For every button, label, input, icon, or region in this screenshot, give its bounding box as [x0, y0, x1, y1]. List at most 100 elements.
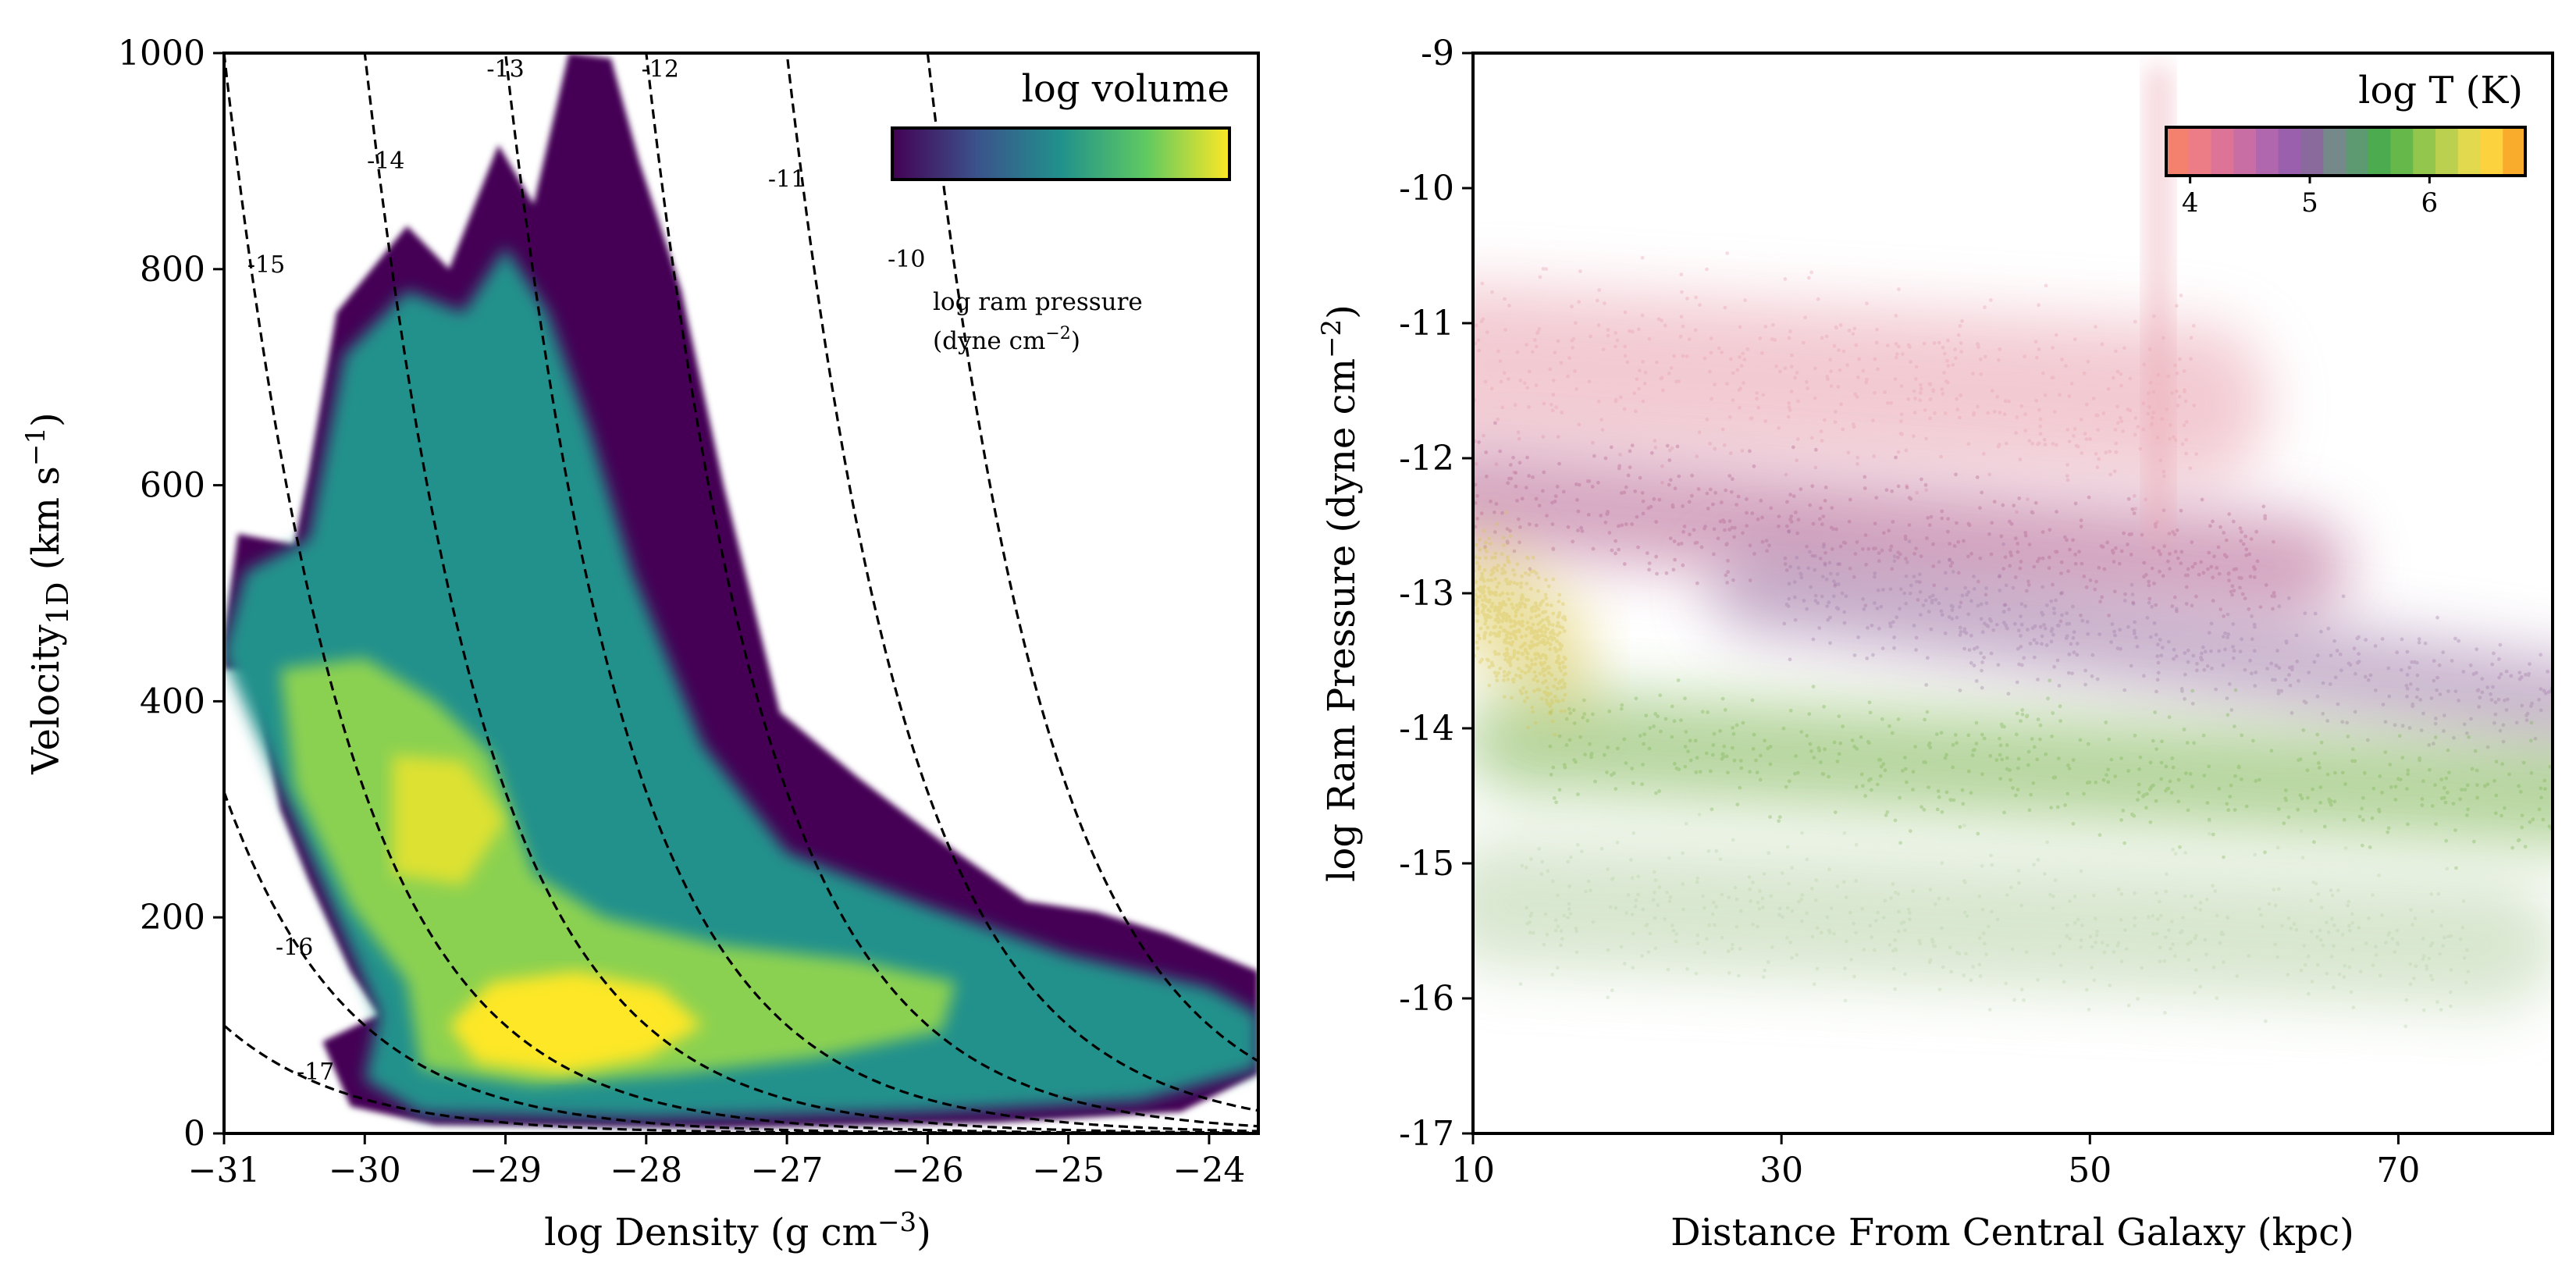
- scatter-point: [1576, 528, 1580, 532]
- scatter-point: [2491, 685, 2495, 689]
- scatter-point: [1640, 255, 1645, 260]
- scatter-point: [2147, 579, 2151, 584]
- scatter-point: [1970, 753, 1975, 757]
- scatter-point: [1560, 937, 1564, 941]
- scatter-point: [1515, 607, 1520, 612]
- scatter-point: [1624, 522, 1628, 526]
- scatter-point: [2154, 931, 2159, 936]
- scatter-point: [2178, 357, 2182, 361]
- scatter-point: [1510, 678, 1515, 681]
- scatter-point: [1545, 603, 1550, 607]
- scatter-point: [2542, 778, 2547, 783]
- scatter-point: [1873, 575, 1877, 579]
- scatter-point: [2236, 764, 2241, 769]
- scatter-point: [1720, 350, 1724, 354]
- scatter-point: [2292, 922, 2297, 926]
- scatter-point: [1532, 670, 1537, 674]
- scatter-point: [1475, 607, 1480, 611]
- scatter-point: [1652, 724, 1656, 728]
- scatter-point: [1518, 379, 1523, 382]
- scatter-point: [2010, 947, 2015, 952]
- scatter-point: [1668, 895, 1673, 899]
- scatter-point: [1637, 386, 1641, 391]
- scatter-point: [2453, 636, 2457, 641]
- scatter-point: [2275, 955, 2280, 959]
- scatter-point: [2156, 671, 2161, 675]
- scatter-point: [1863, 533, 1868, 537]
- scatter-point: [1837, 752, 1841, 756]
- colorbar-segment: [2413, 127, 2436, 176]
- scatter-point: [2383, 941, 2388, 945]
- scatter-point: [1965, 914, 1969, 918]
- scatter-point: [1743, 298, 1748, 303]
- scatter-point: [1963, 585, 1968, 590]
- scatter-point: [1825, 375, 1830, 379]
- scatter-point: [1607, 531, 1612, 535]
- scatter-point: [1523, 603, 1528, 607]
- scatter-point: [1983, 941, 1987, 946]
- scatter-point: [1972, 646, 1976, 651]
- scatter-point: [1950, 608, 1955, 613]
- scatter-point: [1549, 603, 1553, 607]
- scatter-point: [2216, 545, 2221, 550]
- scatter-point: [1692, 528, 1696, 532]
- scatter-point: [1539, 620, 1542, 624]
- scatter-point: [1475, 646, 1480, 650]
- scatter-point: [1550, 973, 1555, 977]
- scatter-point: [1551, 546, 1556, 551]
- scatter-point: [2113, 633, 2117, 638]
- scatter-point: [1913, 397, 1917, 400]
- scatter-point: [2036, 858, 2041, 862]
- scatter-point: [2058, 963, 2063, 968]
- scatter-point: [1811, 637, 1816, 642]
- scatter-point: [2014, 793, 2018, 798]
- scatter-point: [2092, 978, 2097, 983]
- scatter-point: [1567, 902, 1571, 906]
- scatter-point: [2114, 450, 2119, 454]
- scatter-point: [1474, 323, 1478, 328]
- scatter-point: [2219, 930, 2224, 934]
- scatter-point: [1752, 732, 1756, 737]
- scatter-point: [1940, 516, 1944, 521]
- scatter-point: [1670, 446, 1674, 450]
- scatter-point: [2450, 659, 2454, 663]
- scatter-point: [2186, 567, 2190, 571]
- scatter-point: [2018, 457, 2023, 462]
- scatter-point: [1893, 890, 1898, 895]
- scatter-point: [1551, 611, 1556, 616]
- scatter-point: [1721, 518, 1725, 522]
- scatter-point: [1681, 907, 1685, 912]
- scatter-point: [2111, 375, 2115, 380]
- scatter-point: [2319, 906, 2324, 909]
- scatter-point: [2112, 560, 2116, 564]
- scatter-point: [2347, 965, 2352, 970]
- scatter-point: [1541, 667, 1546, 671]
- scatter-point: [1483, 540, 1488, 545]
- scatter-point: [1483, 379, 1488, 384]
- scatter-point: [1591, 920, 1596, 924]
- scatter-point: [1654, 554, 1659, 559]
- scatter-point: [1931, 388, 1935, 393]
- scatter-point: [2510, 845, 2515, 850]
- scatter-point: [2223, 647, 2227, 652]
- scatter-point: [1923, 482, 1928, 487]
- scatter-point: [2051, 632, 2055, 637]
- scatter-point: [1986, 624, 1991, 628]
- scatter-point: [2094, 780, 2098, 785]
- scatter-point: [1719, 500, 1724, 504]
- scatter-point: [1704, 751, 1709, 756]
- scatter-point: [2411, 702, 2415, 706]
- scatter-point: [2013, 536, 2018, 541]
- scatter-point: [1720, 427, 1725, 432]
- scatter-point: [1516, 650, 1521, 655]
- scatter-point: [1761, 906, 1765, 909]
- scatter-point: [1644, 923, 1649, 927]
- scatter-point: [1498, 601, 1502, 606]
- scatter-point: [1517, 461, 1522, 465]
- scatter-point: [1571, 346, 1574, 350]
- scatter-point: [1988, 753, 1993, 758]
- scatter-point: [1964, 631, 1969, 635]
- scatter-point: [1677, 767, 1681, 772]
- scatter-point: [1835, 572, 1840, 576]
- scatter-point: [1857, 357, 1862, 361]
